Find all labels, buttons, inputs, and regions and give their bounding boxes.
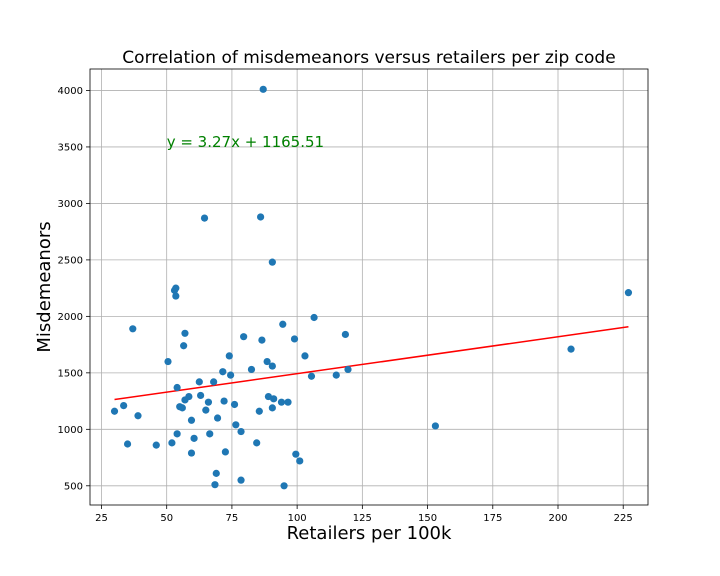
data-point: [332, 371, 340, 379]
data-point: [181, 329, 189, 337]
y-tick-label: 500: [64, 481, 83, 492]
data-point: [195, 378, 203, 386]
y-tick-label: 2000: [58, 312, 83, 323]
chart-title: Correlation of misdemeanors versus retai…: [122, 48, 615, 68]
data-point: [344, 365, 352, 374]
data-point: [270, 395, 278, 403]
y-tick-label: 1000: [58, 425, 83, 436]
data-point: [253, 439, 261, 447]
x-tick-label: 100: [288, 513, 307, 524]
y-tick-label: 3000: [58, 199, 83, 210]
data-point: [301, 352, 309, 360]
y-axis-label: Misdemeanors: [34, 221, 55, 352]
data-point: [232, 421, 240, 429]
data-point: [263, 357, 271, 366]
data-point: [230, 400, 239, 409]
plot-frame: [89, 68, 649, 506]
grid-layer: [90, 69, 648, 505]
ticks-layer: 25 50 75 100 125 150 175 200 225 500 1000 1500 2000 2…: [58, 86, 633, 524]
data-point: [624, 289, 633, 297]
data-point: [213, 414, 222, 422]
data-point: [227, 371, 235, 379]
data-point: [258, 336, 266, 344]
data-point: [296, 457, 304, 465]
data-point: [237, 427, 245, 436]
data-point: [210, 378, 218, 386]
data-point: [268, 362, 276, 370]
data-point: [197, 391, 205, 400]
data-point: [178, 404, 186, 412]
data-point: [307, 372, 316, 380]
data-point: [168, 439, 176, 447]
x-tick-label: 125: [353, 513, 372, 524]
data-point: [310, 313, 318, 322]
data-point: [152, 441, 160, 449]
regression-line-layer: [114, 326, 629, 401]
data-point: [259, 85, 267, 93]
data-point: [279, 320, 287, 328]
data-point: [204, 398, 213, 406]
data-point: [220, 397, 228, 405]
y-tick-label: 3500: [58, 142, 83, 153]
y-tick-label: 2500: [58, 255, 83, 266]
data-point: [225, 352, 233, 360]
data-point: [237, 476, 245, 484]
data-point: [206, 430, 214, 438]
data-point: [431, 422, 439, 430]
data-point: [187, 449, 196, 457]
data-point: [247, 365, 256, 374]
data-point: [567, 345, 575, 353]
regression-equation: y = 3.27x + 1165.51: [167, 133, 324, 151]
points-layer: [110, 85, 633, 490]
data-point: [190, 434, 198, 442]
data-point: [221, 448, 229, 456]
data-point: [110, 407, 119, 415]
data-point: [187, 416, 196, 424]
data-point: [290, 335, 299, 343]
x-tick-label: 225: [614, 513, 633, 524]
data-point: [212, 469, 220, 477]
data-point: [180, 342, 188, 350]
y-tick-label: 4000: [58, 86, 83, 97]
data-point: [172, 292, 180, 300]
data-point: [123, 440, 132, 448]
x-axis-label: Retailers per 100k: [287, 523, 452, 544]
x-tick-label: 50: [160, 513, 173, 524]
data-point: [120, 402, 128, 410]
x-tick-label: 200: [548, 513, 567, 524]
x-tick-label: 175: [483, 513, 502, 524]
data-point: [257, 213, 265, 221]
y-tick-label: 1500: [58, 368, 83, 379]
data-point: [219, 368, 227, 376]
data-point: [211, 481, 219, 489]
data-point: [284, 398, 292, 406]
data-point: [173, 383, 181, 392]
data-point: [255, 407, 263, 415]
x-tick-label: 75: [226, 513, 239, 524]
data-point: [200, 214, 209, 222]
data-point: [185, 392, 193, 401]
data-point: [129, 325, 137, 333]
data-point: [341, 330, 349, 339]
data-point: [280, 482, 288, 490]
data-point: [202, 406, 210, 414]
regression-line: [114, 326, 629, 401]
data-point: [292, 450, 300, 458]
x-tick-label: 25: [95, 513, 108, 524]
data-point: [173, 430, 181, 438]
data-point: [268, 258, 276, 266]
data-point: [134, 412, 142, 420]
data-point: [172, 284, 180, 292]
data-point: [277, 398, 286, 406]
data-point: [164, 357, 172, 366]
data-point: [268, 404, 276, 412]
x-tick-label: 150: [418, 513, 437, 524]
data-point: [240, 333, 248, 341]
